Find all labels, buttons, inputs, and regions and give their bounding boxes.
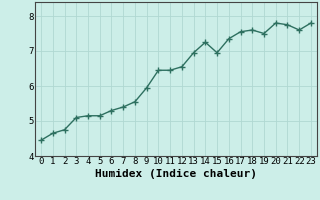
X-axis label: Humidex (Indice chaleur): Humidex (Indice chaleur) <box>95 169 257 179</box>
